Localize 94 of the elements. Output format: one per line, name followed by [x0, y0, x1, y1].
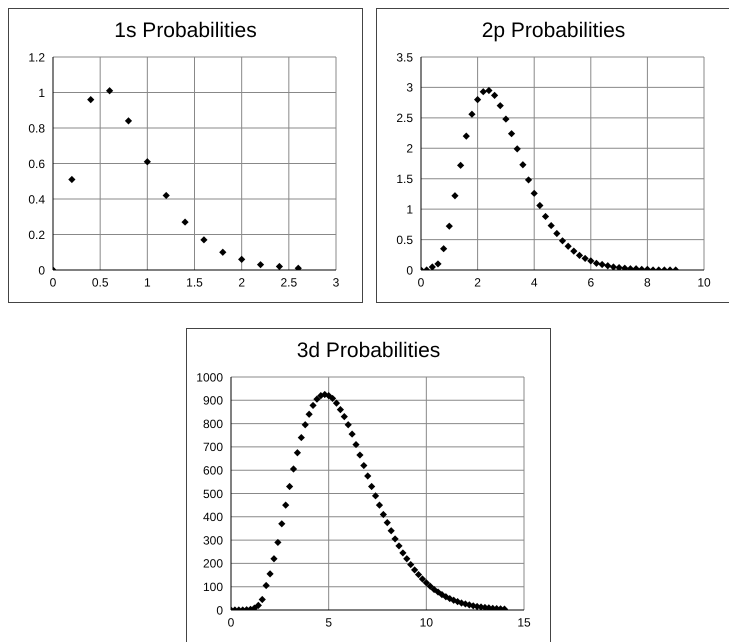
y-tick-label: 1.2 [28, 50, 46, 64]
y-tick-label: 0.8 [28, 121, 46, 136]
x-tick-label: 0 [228, 616, 235, 630]
y-tick-label: 0 [406, 263, 414, 278]
point [564, 242, 572, 250]
point [490, 92, 498, 99]
chart-title: 1s Probabilities [113, 19, 258, 44]
point [582, 254, 589, 262]
x-tick-label: 10 [697, 276, 711, 290]
x-tick-label: 1 [144, 276, 151, 290]
point [570, 248, 578, 255]
y-tick-label: 1000 [196, 370, 224, 384]
point [124, 117, 132, 124]
y-tick-label: 600 [202, 463, 224, 478]
y-tick-label: 0 [216, 603, 224, 618]
y-tick-label: 700 [202, 440, 224, 454]
point [542, 212, 550, 220]
point [530, 190, 538, 197]
point [181, 218, 189, 226]
point [502, 115, 510, 123]
point [598, 260, 606, 268]
point [519, 161, 526, 168]
point [468, 110, 476, 118]
point [576, 252, 584, 259]
point [616, 264, 623, 270]
y-tick-label: 100 [202, 580, 224, 594]
y-tick-label: 0.6 [28, 156, 46, 171]
point [524, 176, 532, 184]
point [238, 256, 246, 263]
x-tick-label: 2 [474, 276, 482, 290]
chart-title: 3d Probabilities [296, 339, 442, 364]
chart-title: 2p Probabilities [480, 19, 626, 44]
point [276, 262, 283, 270]
y-tick-label: 0 [38, 263, 46, 278]
point [553, 230, 560, 238]
x-tick-label: 2.5 [280, 276, 298, 290]
point [451, 192, 459, 200]
point [474, 96, 482, 104]
y-tick-label: 1 [406, 202, 414, 216]
point [457, 162, 464, 169]
point [514, 145, 521, 152]
x-tick-label: 5 [325, 616, 332, 630]
point [68, 176, 76, 184]
y-tick-label: 400 [202, 510, 224, 524]
point [440, 245, 448, 252]
x-tick-label: 6 [587, 276, 594, 290]
y-tick-label: 3.5 [396, 50, 414, 64]
y-tick-label: 900 [202, 394, 224, 408]
point [592, 260, 600, 267]
y-tick-label: 800 [202, 416, 224, 431]
point [106, 87, 114, 94]
point [496, 102, 504, 110]
point [558, 237, 566, 244]
y-tick-label: 1.5 [396, 172, 414, 186]
y-tick-label: 2.5 [396, 111, 414, 126]
y-tick-label: 0.2 [28, 228, 46, 242]
point [604, 262, 612, 270]
y-tick-label: 2 [406, 142, 414, 156]
point [434, 260, 442, 268]
point [508, 130, 516, 138]
y-tick-label: 3 [406, 80, 414, 95]
y-tick-label: 300 [202, 533, 224, 548]
point [587, 257, 594, 264]
y-tick-label: 1 [38, 86, 46, 100]
point [462, 132, 470, 140]
point [548, 222, 555, 230]
point [219, 248, 226, 256]
y-tick-label: 0.4 [28, 192, 46, 206]
point [162, 192, 170, 200]
point [621, 264, 628, 270]
point [256, 261, 264, 268]
x-tick-label: 0 [418, 276, 425, 290]
point [446, 222, 453, 230]
x-tick-label: 8 [644, 276, 652, 290]
x-tick-label: 15 [517, 616, 531, 630]
x-tick-label: 1.5 [186, 276, 204, 290]
y-tick-label: 500 [202, 486, 224, 501]
point [480, 88, 487, 96]
point [144, 158, 151, 166]
y-tick-label: 200 [202, 556, 224, 571]
point [87, 96, 94, 104]
x-tick-label: 0 [50, 276, 57, 290]
x-tick-label: 4 [530, 276, 538, 290]
x-tick-label: 10 [420, 616, 434, 630]
x-tick-label: 2 [238, 276, 246, 290]
point [428, 263, 436, 270]
point [294, 264, 302, 270]
x-tick-label: 0.5 [92, 276, 109, 290]
x-tick-label: 3 [332, 276, 340, 290]
y-tick-label: 0.5 [396, 232, 414, 247]
point [610, 263, 618, 270]
point [536, 202, 544, 210]
point [485, 86, 493, 94]
point [200, 236, 208, 244]
